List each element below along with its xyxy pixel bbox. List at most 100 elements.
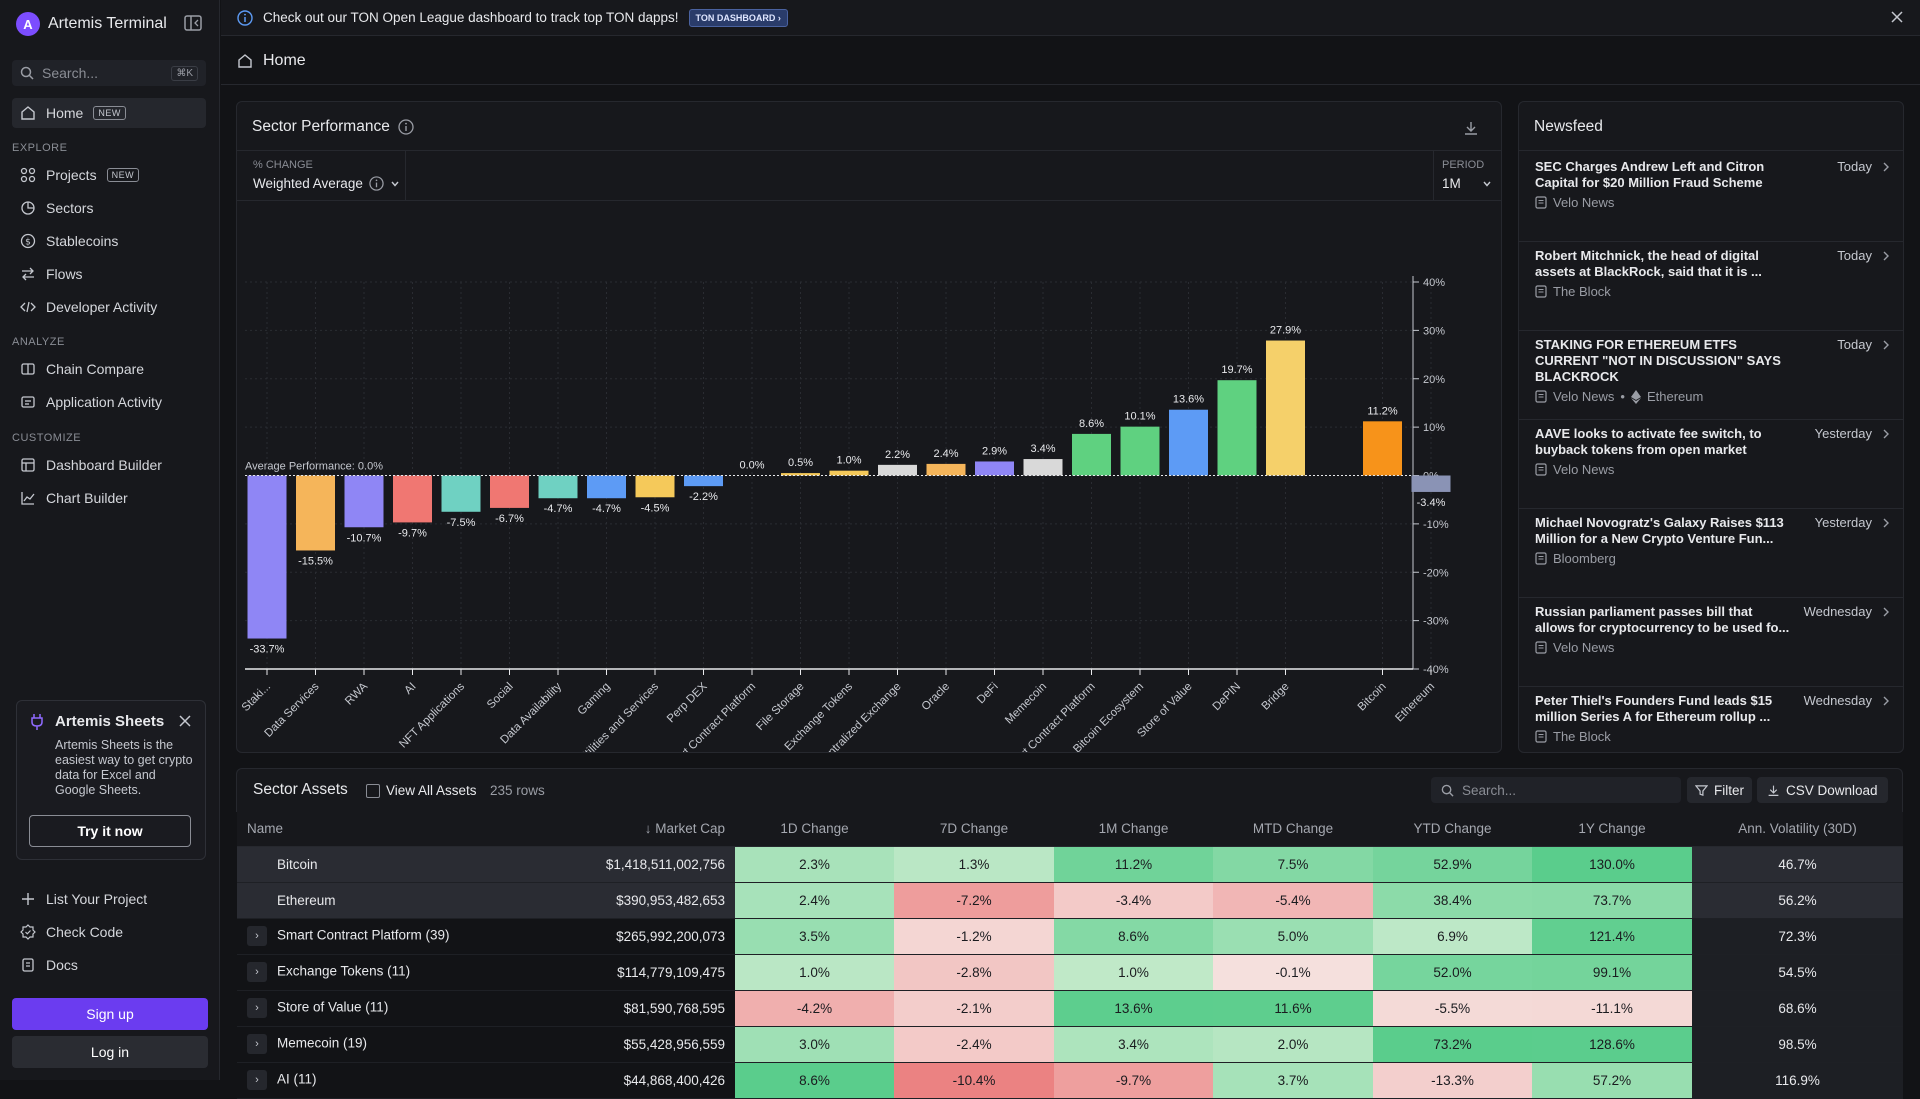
chevron-right-icon[interactable]: › [247,1034,267,1054]
row-market-cap: $1,418,511,002,756 [533,846,735,883]
download-icon[interactable] [1463,120,1479,136]
chevron-right-icon[interactable]: › [247,1070,267,1090]
col-mtd-change[interactable]: MTD Change [1213,812,1373,847]
data-label: 13.6% [1173,394,1204,406]
table-row[interactable]: › Smart Contract Platform (39) $265,992,20… [237,918,1903,955]
news-source: The Block [1553,284,1611,299]
table-row[interactable]: Bitcoin $1,418,511,002,756 2.3% 1.3% 11.2% 7.… [237,846,1903,883]
nav-chain-compare-label: Chain Compare [46,361,145,377]
row-name-text: Memecoin (19) [277,1035,368,1051]
sign-up-button[interactable]: Sign up [12,998,208,1030]
row-d7-change: -10.4% [894,1062,1054,1099]
info-icon[interactable] [398,119,414,135]
col-1y-change[interactable]: 1Y Change [1532,812,1692,847]
nav-developer-activity[interactable]: Developer Activity [12,292,206,322]
x-tick-label: Staki... [240,681,273,714]
sector-performance-title-text: Sector Performance [252,118,390,135]
assets-search-input[interactable]: Search... [1431,777,1681,803]
col-7d-change[interactable]: 7D Change [894,812,1054,847]
news-item[interactable]: Peter Thiel's Founders Fund leads $15 mi… [1535,693,1890,752]
row-name-text: Store of Value (11) [277,999,389,1015]
news-title: Russian parliament passes bill that allo… [1535,604,1790,635]
bar [829,470,869,476]
brand[interactable]: A Artemis Terminal [16,12,167,36]
row-name-text: AI (11) [277,1071,317,1087]
row-ytd-change: 6.9% [1373,918,1532,955]
chart-icon [21,492,35,505]
code-icon [20,301,36,313]
nav-stablecoins[interactable]: $ Stablecoins [12,226,206,256]
row-y1-change: 130.0% [1532,846,1692,883]
docs-icon [22,958,34,972]
chevron-right-icon[interactable]: › [247,962,267,982]
log-in-button[interactable]: Log in [12,1036,208,1068]
nav-projects[interactable]: Projects NEW [12,160,206,190]
chevron-right-icon[interactable]: › [247,926,267,946]
data-label: 3.4% [1030,443,1055,455]
nav-home[interactable]: Home NEW [12,98,206,128]
metric-select[interactable]: Weighted Average [253,176,400,191]
nav-check-code[interactable]: Check Code [12,917,206,947]
promo-text: Artemis Sheets is the easiest way to get… [55,738,193,797]
close-icon[interactable] [1890,10,1904,24]
bar [926,463,966,476]
bar [344,475,384,528]
filter-button[interactable]: Filter [1687,777,1752,803]
col-volatility[interactable]: Ann. Volatility (30D) [1692,812,1903,847]
news-item[interactable]: SEC Charges Andrew Left and Citron Capit… [1535,159,1890,239]
row-ytd-change: -5.5% [1373,990,1532,1027]
try-it-now-button[interactable]: Try it now [29,815,191,847]
table-row[interactable]: › Store of Value (11) $81,590,768,595 -4.2%… [237,990,1903,1027]
ton-dashboard-button[interactable]: TON DASHBOARD › [688,8,788,27]
news-item[interactable]: Michael Novogratz's Galaxy Raises $113 M… [1535,515,1890,595]
sidebar-search[interactable]: Search... ⌘K [12,60,206,86]
data-label: 2.2% [885,449,910,461]
nav-chart-builder[interactable]: Chart Builder [12,483,206,513]
view-all-checkbox[interactable] [366,783,380,798]
col-market-cap[interactable]: ↓ Market Cap [533,812,735,847]
bar [635,475,675,498]
news-item[interactable]: Robert Mitchnick, the head of digital as… [1535,248,1890,328]
col-name[interactable]: Name [237,812,533,847]
col-1m-change[interactable]: 1M Change [1054,812,1213,847]
data-label: 19.7% [1221,364,1252,376]
col-ytd-change[interactable]: YTD Change [1373,812,1532,847]
nav-chain-compare[interactable]: Chain Compare [12,354,206,384]
nav-application-activity[interactable]: Application Activity [12,387,206,417]
row-name: › Memecoin (19) [237,1026,533,1063]
sidebar-collapse-icon[interactable] [184,15,202,31]
artemis-logo-icon: A [16,12,40,36]
table-row[interactable]: › AI (11) $44,868,400,426 8.6% -10.4% -9.7% 3.… [237,1062,1903,1099]
row-name: Ethereum [237,882,533,919]
bar [1363,421,1402,476]
news-item[interactable]: Russian parliament passes bill that allo… [1535,604,1890,684]
nav-sectors[interactable]: Sectors [12,193,206,223]
nav-list-your-project[interactable]: List Your Project [12,884,206,914]
view-all-assets-toggle[interactable]: View All Assets [366,783,477,798]
news-title: Michael Novogratz's Galaxy Raises $113 M… [1535,515,1784,546]
news-item[interactable]: AAVE looks to activate fee switch, to bu… [1535,426,1890,506]
sector-assets-title: Sector Assets [253,781,348,798]
info-icon [369,176,384,191]
nav-flows[interactable]: Flows [12,259,206,289]
bar [1120,426,1160,476]
table-row[interactable]: Ethereum $390,953,482,653 2.4% -7.2% -3.4% -5… [237,882,1903,919]
pie-icon [21,201,35,215]
table-row[interactable]: › Exchange Tokens (11) $114,779,109,475 1.0… [237,954,1903,991]
row-m1-change: -9.7% [1054,1062,1213,1099]
search-icon [20,66,34,80]
news-item[interactable]: STAKING FOR ETHEREUM ETFS CURRENT "NOT I… [1535,337,1890,417]
new-badge: NEW [93,106,126,120]
nav-dashboard-builder[interactable]: Dashboard Builder [12,450,206,480]
col-1d-change[interactable]: 1D Change [735,812,894,847]
row-m1-change: 11.2% [1054,846,1213,883]
news-tag: Ethereum [1646,389,1704,404]
new-badge: NEW [106,168,140,182]
table-row[interactable]: › Memecoin (19) $55,428,956,559 3.0% -2.4% 3.… [237,1026,1903,1063]
nav-docs[interactable]: Docs [12,950,206,980]
period-select[interactable]: 1M [1442,176,1492,191]
y-tick-label: -20% [1423,567,1449,579]
chevron-right-icon[interactable]: › [247,998,267,1018]
close-icon[interactable] [179,715,191,727]
csv-download-button[interactable]: CSV Download [1757,777,1888,803]
